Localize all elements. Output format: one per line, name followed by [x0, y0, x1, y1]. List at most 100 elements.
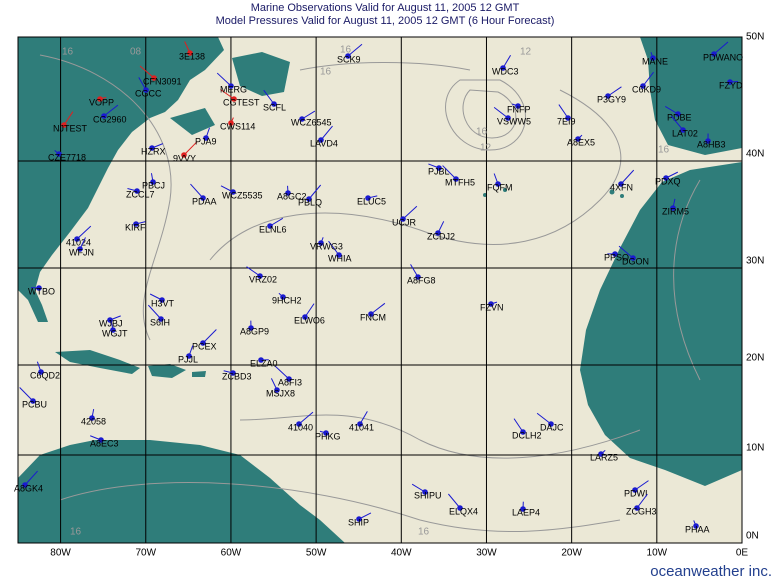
wind-barb	[620, 169, 635, 185]
observations: SCK9 WDC3 FNFP VSWW5 7EI9 A8EX5 P3GY9 C6KD9 MANE…	[14, 41, 743, 534]
wind-barb	[139, 65, 155, 79]
station-label: A8FI3	[278, 377, 302, 387]
station-label: MERG	[220, 84, 247, 94]
station-label: A8EC3	[90, 438, 119, 448]
station-label: S6IH	[150, 317, 170, 327]
station-label: WDC3	[492, 66, 519, 76]
wind-barb	[24, 470, 38, 486]
station-label: CGCC	[135, 88, 162, 98]
station-dot	[134, 188, 140, 194]
station-label: PJBL	[428, 166, 450, 176]
wind-barb	[298, 411, 314, 425]
title: Marine Observations Valid for August 11,…	[251, 2, 520, 14]
lat-label: 40N	[746, 149, 764, 160]
station-label: PDBE	[667, 112, 692, 122]
station-dot	[133, 221, 139, 227]
station-dot	[357, 421, 363, 427]
station-label: CZE7718	[48, 152, 86, 162]
station-dot	[228, 83, 234, 89]
station-label: WGJT	[102, 328, 128, 338]
station-label: CGTEST	[223, 97, 260, 107]
lat-label: 0N	[746, 531, 759, 542]
station-label: WCZ5535	[222, 190, 263, 200]
isobar-label: 12	[480, 143, 492, 154]
station-label: MTFH5	[445, 177, 475, 187]
lon-label: 10W	[647, 548, 668, 559]
station-label: KIRF	[125, 222, 146, 232]
station-dot	[280, 294, 286, 300]
station-dot	[368, 311, 374, 317]
station-label: LARZ5	[590, 452, 618, 462]
lat-label: 10N	[746, 443, 764, 454]
station-dot	[77, 246, 83, 252]
station-label: MANE	[642, 56, 668, 66]
wind-barb	[103, 104, 119, 117]
station-dot	[565, 115, 571, 121]
station-dot	[505, 115, 511, 121]
wind-barb	[536, 412, 552, 425]
station-label: SCK9	[337, 54, 361, 64]
station-label: ELZA0	[250, 358, 278, 368]
lon-label: 30W	[476, 548, 497, 559]
station-label: VSWW5	[497, 116, 531, 126]
station-label: MSJX8	[266, 388, 295, 398]
wind-barb	[183, 141, 198, 156]
station-dot	[228, 120, 234, 126]
lat-label: 20N	[746, 353, 764, 364]
station-label: FNCM	[360, 312, 386, 322]
station-label: ZIRM5	[662, 206, 689, 216]
station-dot	[231, 96, 237, 102]
station-label: DCLH2	[512, 430, 542, 440]
station-dot	[299, 116, 305, 122]
lat-label: 30N	[746, 256, 764, 267]
station-label: A8GP9	[240, 326, 269, 336]
wind-barb	[147, 304, 162, 320]
station-dot	[675, 111, 681, 117]
wind-barb	[370, 302, 386, 315]
station-dot	[22, 482, 28, 488]
station-label: UCJR	[392, 217, 416, 227]
graticule: 50N 40N 30N 20N 10N 0N 80W 70W 60W 50W 40W 30W 20W 10…	[18, 32, 764, 559]
station-label: SHIP	[348, 517, 369, 527]
station-dot	[89, 415, 95, 421]
station-label: SHIPU	[414, 490, 442, 500]
station-label: DAJC	[540, 422, 564, 432]
station-label: PJJL	[178, 354, 198, 364]
station-dot	[56, 151, 62, 157]
station-dot	[336, 252, 342, 258]
station-label: ELQX4	[449, 506, 478, 516]
station-dot	[670, 205, 676, 211]
station-label: PDWI	[624, 488, 648, 498]
station-dot	[150, 179, 156, 185]
isobar-label: 16	[62, 47, 74, 58]
isobar-label: 12	[520, 47, 532, 58]
station-label: C6KD9	[632, 84, 661, 94]
wind-barb	[670, 115, 684, 131]
wind-barb	[442, 165, 457, 180]
station-dot	[159, 297, 165, 303]
station-dot	[515, 103, 521, 109]
station-dot	[101, 113, 107, 119]
station-dot	[495, 181, 501, 187]
station-label: VRWG3	[310, 241, 343, 251]
station-dot	[365, 195, 371, 201]
station-label: HZRX	[141, 146, 166, 156]
station-dot	[632, 487, 638, 493]
station-label: ZCBD3	[222, 371, 252, 381]
station-dot	[143, 87, 149, 93]
station-label: 41041	[349, 422, 374, 432]
station-dot	[61, 122, 67, 128]
station-dot	[98, 437, 104, 443]
station-dot	[151, 75, 157, 81]
lon-label: 20W	[561, 548, 582, 559]
isobar-label: 16	[340, 45, 352, 56]
wind-barb	[347, 43, 363, 57]
station-dot	[634, 505, 640, 511]
station-dot	[618, 181, 624, 187]
station-label: LAEP4	[512, 507, 540, 517]
station-dot	[453, 176, 459, 182]
station-dot	[203, 135, 209, 141]
station-label: A8EX5	[567, 137, 595, 147]
station-dot	[400, 216, 406, 222]
lon-label: 70W	[135, 548, 156, 559]
